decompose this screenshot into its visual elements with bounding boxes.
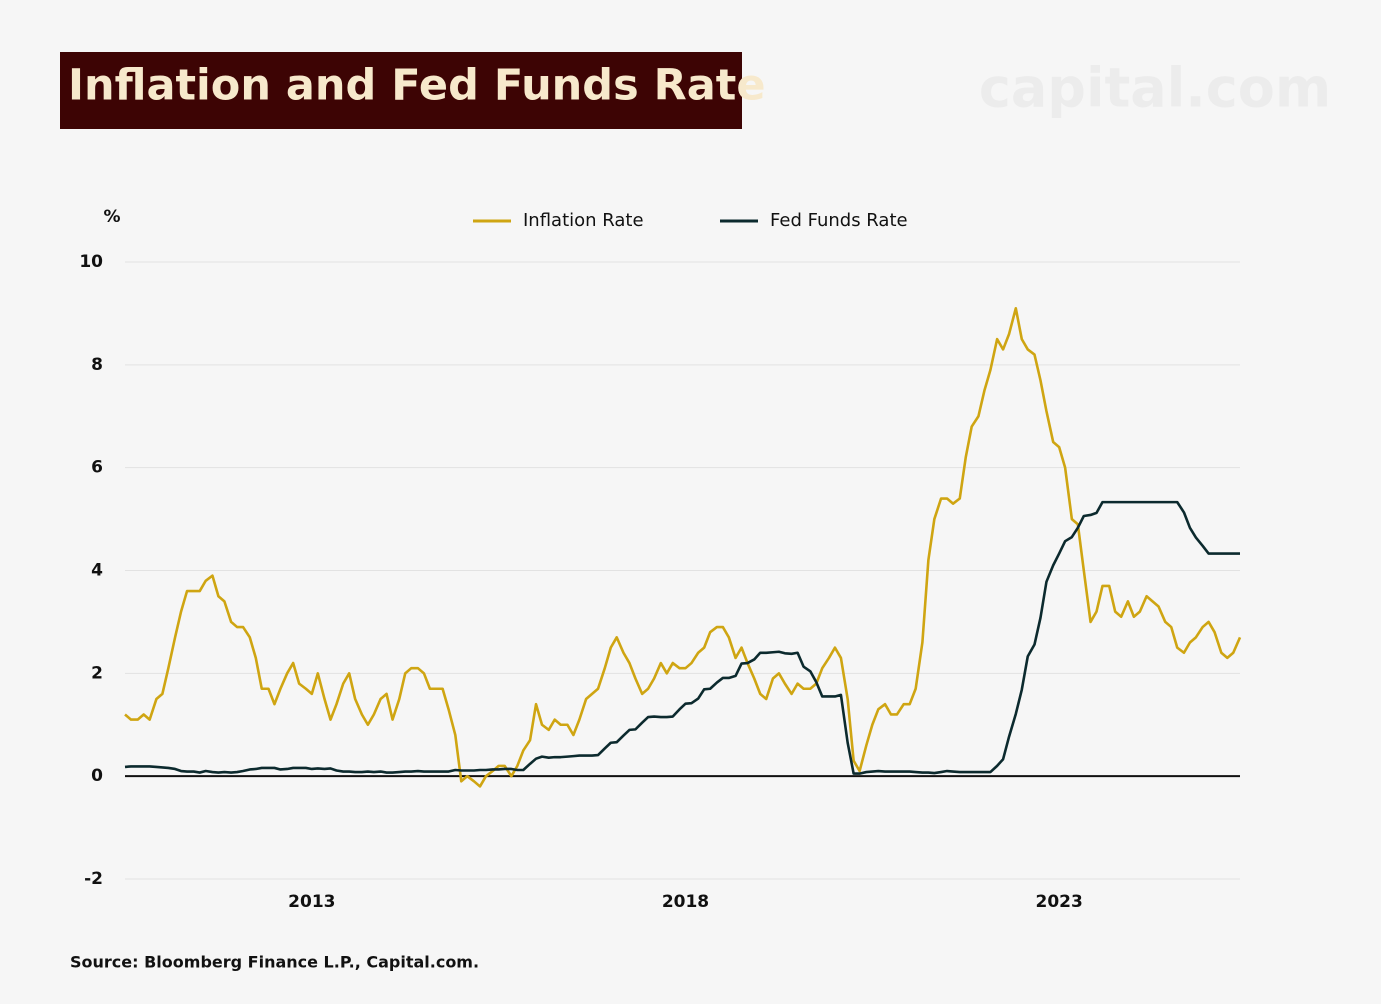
y-tick-label: 4 xyxy=(91,561,103,581)
y-tick-label: 10 xyxy=(79,252,103,272)
y-tick-label: 0 xyxy=(91,766,103,786)
y-unit: % xyxy=(103,207,120,227)
y-tick-label: 8 xyxy=(91,355,103,375)
legend-label: Fed Funds Rate xyxy=(770,210,908,231)
legend-label: Inflation Rate xyxy=(523,210,644,231)
x-tick-label: 2023 xyxy=(1035,892,1082,912)
line-series xyxy=(124,500,1240,775)
chart-title: Inflation and Fed Funds Rate xyxy=(68,61,766,111)
x-tick-label: 2013 xyxy=(288,892,335,912)
y-tick-label: 6 xyxy=(91,458,103,478)
source: Source: Bloomberg Finance L.P., Capital.… xyxy=(70,953,479,972)
y-tick-label: -2 xyxy=(84,869,103,889)
line-series xyxy=(124,306,1242,788)
x-tick-label: 2018 xyxy=(662,892,709,912)
watermark: capital.com xyxy=(979,57,1331,120)
y-tick-label: 2 xyxy=(91,663,103,683)
title-box xyxy=(60,52,742,129)
